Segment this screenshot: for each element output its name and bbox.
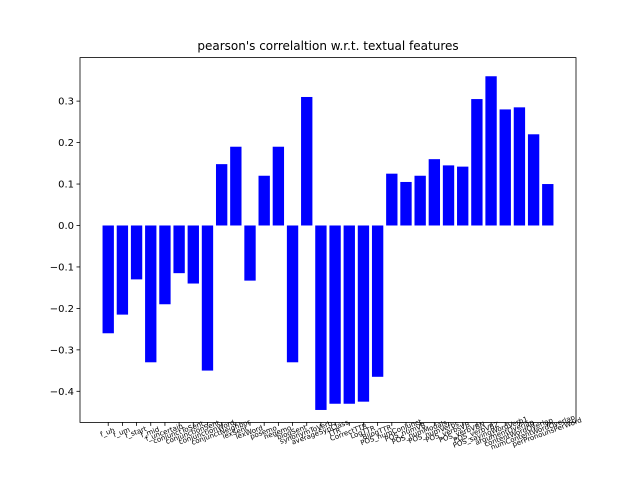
- y-tick-label: −0.4: [50, 387, 74, 398]
- bar: [201, 225, 214, 371]
- bar: [457, 166, 469, 226]
- bar: [187, 225, 199, 284]
- bar: [513, 107, 526, 226]
- bar: [215, 164, 228, 226]
- bar: [400, 181, 412, 226]
- bar: [130, 225, 143, 280]
- plot-frame: [79, 57, 577, 423]
- bar: [301, 96, 313, 226]
- bar: [258, 175, 270, 226]
- bar: [173, 225, 185, 274]
- bar: [159, 225, 171, 305]
- bar: [485, 76, 497, 226]
- bar: [315, 225, 327, 410]
- bar: [386, 173, 398, 226]
- bar: [542, 184, 554, 226]
- y-tick-label: −0.2: [50, 304, 74, 315]
- bar: [329, 225, 341, 404]
- bar: [272, 146, 285, 226]
- bar: [428, 159, 441, 226]
- bar: [442, 165, 455, 226]
- y-tick-label: 0.1: [58, 180, 74, 191]
- bar: [343, 225, 355, 404]
- y-tick-label: −0.3: [50, 345, 74, 356]
- bar: [357, 225, 370, 402]
- bar: [116, 225, 129, 315]
- bar: [471, 99, 483, 226]
- bar: [371, 225, 384, 377]
- y-tick-label: 0.2: [58, 138, 74, 149]
- bar: [145, 225, 157, 363]
- bar: [286, 225, 299, 363]
- bar: [102, 225, 114, 334]
- y-tick-label: 0.3: [58, 97, 74, 108]
- bar: [244, 225, 256, 281]
- chart-title: pearson's correlaltion w.r.t. textual fe…: [197, 39, 458, 53]
- bar: [499, 109, 511, 226]
- bar: [527, 134, 540, 226]
- bar: [414, 175, 426, 226]
- y-tick-label: −0.1: [50, 262, 74, 273]
- bar: [230, 146, 242, 226]
- y-tick-label: 0.0: [58, 221, 74, 232]
